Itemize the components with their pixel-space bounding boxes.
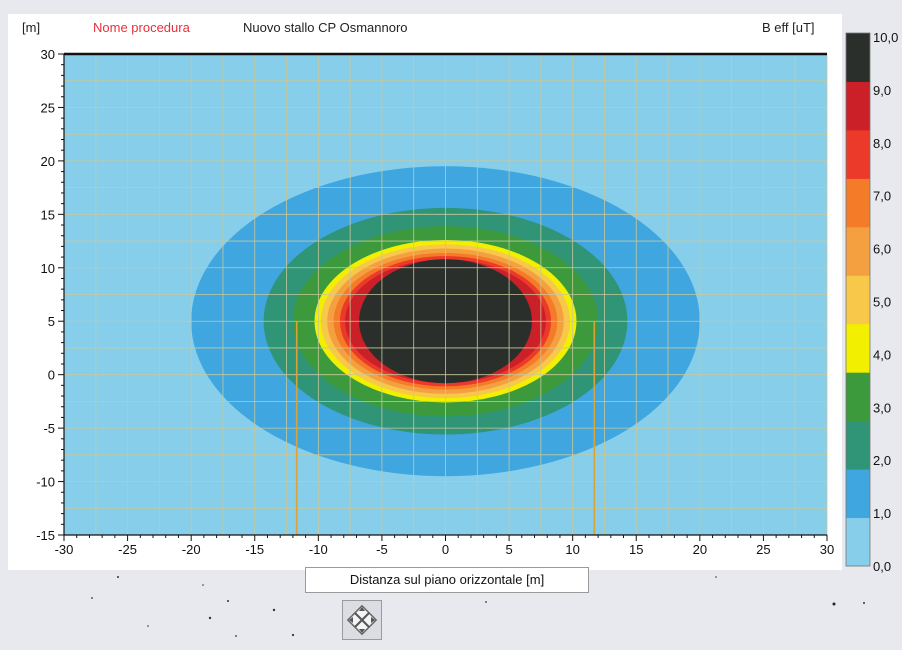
x-tick-label: -25 [118, 542, 137, 557]
y-tick-label: 10 [41, 261, 55, 276]
colorbar-band [846, 275, 870, 325]
x-tick-label: 5 [505, 542, 512, 557]
x-tick-label: -30 [55, 542, 74, 557]
vertical-lines [295, 321, 596, 535]
colorbar-band [846, 226, 870, 276]
x-tick-label: 30 [820, 542, 834, 557]
colorbar-band [846, 129, 870, 179]
x-tick-label: -15 [245, 542, 264, 557]
x-tick-label: 10 [565, 542, 579, 557]
x-tick-label: 15 [629, 542, 643, 557]
colorbar-tick-label: 1,0 [873, 506, 891, 521]
colorbar-tick-label: 7,0 [873, 189, 891, 204]
colorbar-band [846, 178, 870, 228]
colorbar-tick-label: 8,0 [873, 136, 891, 151]
x-tick-label: 25 [756, 542, 770, 557]
y-tick-label: 0 [48, 368, 55, 383]
x-tick-label: -20 [182, 542, 201, 557]
y-tick-label: -15 [36, 528, 55, 543]
colorbar-tick-label: 10,0 [873, 30, 898, 45]
x-axis-label: Distanza sul piano orizzontale [m] [305, 567, 589, 593]
y-axis-ticks: -15 -10 -5 0 5 10 15 20 25 30 [36, 47, 64, 543]
colorbar: 10,0 9,0 8,0 7,0 6,0 5,0 4,0 3,0 2,0 1,0 0,0 [845, 30, 898, 574]
y-axis-unit: [m] [22, 20, 41, 35]
colorbar-band [846, 323, 870, 373]
colorbar-band [846, 33, 870, 82]
y-tick-label: 20 [41, 154, 55, 169]
x-tick-label: 0 [442, 542, 449, 557]
colorbar-tick-label: 3,0 [873, 400, 891, 415]
pan-button[interactable] [342, 600, 382, 640]
x-tick-label: -10 [309, 542, 328, 557]
x-tick-label: -5 [376, 542, 388, 557]
y-tick-label: 25 [41, 100, 55, 115]
colorbar-tick-label: 4,0 [873, 347, 891, 362]
y-tick-label: 5 [48, 314, 55, 329]
colorbar-tick-label: 0,0 [873, 559, 891, 574]
x-tick-label: 20 [693, 542, 707, 557]
colorbar-tick-label: 6,0 [873, 242, 891, 257]
x-axis-ticks: -30 -25 -20 -15 -10 -5 0 5 10 15 20 25 30 [55, 535, 834, 557]
colorbar-band [846, 469, 870, 519]
colorbar-band [846, 372, 870, 422]
y-tick-label: -10 [36, 475, 55, 490]
colorbar-title: B eff [uT] [762, 20, 815, 35]
procedure-label: Nome procedura [93, 20, 190, 35]
y-tick-label: 15 [41, 207, 55, 222]
colorbar-frame [845, 32, 871, 567]
move-arrows-icon [346, 604, 378, 636]
colorbar-band [846, 517, 870, 567]
y-tick-label: -5 [43, 421, 55, 436]
colorbar-tick-label: 2,0 [873, 453, 891, 468]
procedure-name: Nuovo stallo CP Osmannoro [243, 20, 408, 35]
colorbar-band [846, 81, 870, 131]
colorbar-tick-label: 9,0 [873, 83, 891, 98]
colorbar-tick-label: 5,0 [873, 295, 891, 310]
y-tick-label: 30 [41, 47, 55, 62]
colorbar-band [846, 420, 870, 470]
